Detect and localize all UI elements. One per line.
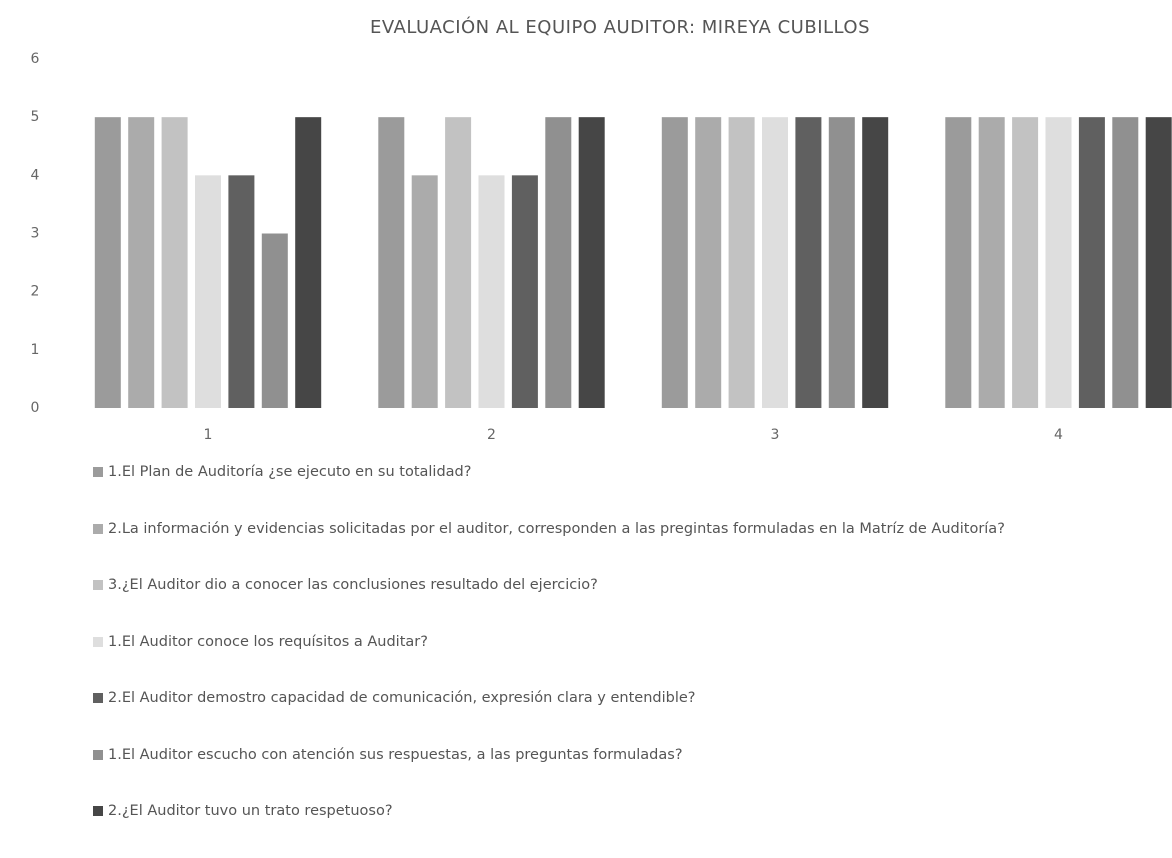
legend-label: 1.El Auditor conoce los requísitos a Aud…: [108, 633, 428, 650]
legend-item: 3.¿El Auditor dio a conocer las conclusi…: [93, 575, 1171, 632]
bar: [195, 175, 221, 408]
bar: [1145, 117, 1172, 409]
bar: [1012, 117, 1039, 409]
y-tick-label: 5: [31, 109, 40, 125]
legend-item: 1.El Auditor conoce los requísitos a Aud…: [93, 632, 1171, 689]
legend-label: 2.El Auditor demostro capacidad de comun…: [108, 690, 696, 706]
page: EVALUACIÓN AL EQUIPO AUDITOR: MIREYA CUB…: [30, 16, 1172, 819]
legend-swatch: [93, 523, 103, 534]
bar: [945, 117, 972, 409]
bar: [1112, 117, 1139, 409]
legend-swatch: [93, 693, 103, 703]
bar: [545, 117, 572, 409]
legend-item: 1.El Plan de Auditoría ¿se ejecuto en su…: [93, 462, 1171, 519]
bar: [862, 117, 889, 409]
chart: EVALUACIÓN AL EQUIPO AUDITOR: MIREYA CUB…: [31, 16, 1172, 443]
y-tick-label: 1: [31, 342, 40, 358]
bar: [795, 117, 822, 409]
bar: [978, 117, 1005, 409]
legend-label: 2.¿El Auditor tuvo un trato respetuoso?: [108, 803, 393, 819]
y-tick-label: 4: [31, 167, 40, 183]
legend-swatch: [93, 467, 103, 477]
bar: [661, 117, 688, 409]
bar: [828, 117, 855, 409]
legend-item: 2.¿El Auditor tuvo un trato respetuoso?: [93, 801, 1171, 858]
bar: [228, 175, 255, 408]
bar: [411, 175, 438, 408]
y-tick-label: 0: [31, 400, 40, 416]
legend-label: 1.El Auditor escucho con atención sus re…: [108, 746, 683, 763]
bar: [378, 117, 405, 409]
bar: [762, 117, 788, 409]
legend: 1.El Plan de Auditoría ¿se ejecuto en su…: [93, 462, 1171, 858]
bar: [94, 117, 121, 409]
legend-label: 1.El Plan de Auditoría ¿se ejecuto en su…: [108, 464, 472, 480]
bar: [695, 117, 722, 409]
x-tick-label: 4: [1054, 427, 1063, 443]
bar: [1045, 117, 1072, 409]
bar: [728, 117, 755, 409]
legend-item: 1.El Auditor escucho con atención sus re…: [93, 745, 1171, 802]
y-tick-label: 2: [31, 284, 40, 300]
legend-label: 3.¿El Auditor dio a conocer las conclusi…: [108, 577, 598, 593]
chart-title: EVALUACIÓN AL EQUIPO AUDITOR: MIREYA CUB…: [370, 16, 870, 38]
bar: [295, 117, 322, 409]
legend-swatch: [93, 636, 103, 647]
legend-label: 2.La información y evidencias solicitada…: [108, 520, 1005, 537]
legend-item: 2.La información y evidencias solicitada…: [93, 519, 1171, 576]
bar: [478, 175, 505, 408]
bar: [511, 175, 538, 408]
bar: [445, 117, 472, 409]
y-tick-label: 3: [31, 226, 40, 242]
y-tick-label: 6: [31, 51, 40, 67]
legend-swatch: [93, 749, 103, 760]
bar: [128, 117, 155, 409]
x-tick-label: 1: [204, 427, 213, 443]
bar: [261, 233, 288, 408]
legend-swatch: [93, 806, 103, 816]
bar: [1078, 117, 1105, 409]
legend-item: 2.El Auditor demostro capacidad de comun…: [93, 688, 1171, 745]
x-tick-label: 2: [487, 427, 496, 443]
bar: [161, 117, 188, 409]
legend-swatch: [93, 580, 103, 590]
bar: [578, 117, 605, 409]
x-tick-label: 3: [771, 427, 780, 443]
